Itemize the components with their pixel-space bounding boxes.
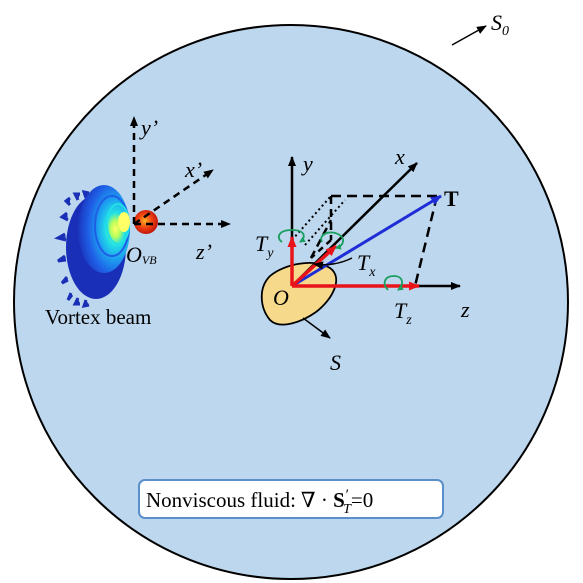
vortex-beam-label: Vortex beam [45,305,151,329]
surface-s-pointer-arrow [302,317,331,339]
x-prime-axis [133,168,214,226]
torque-T-label: T [444,186,459,211]
z-axis-label: z [460,297,470,322]
torque-y-label: Ty [255,231,274,261]
fluid-condition-text: Nonviscous fluid: ∇ · S′ T=0 [146,487,373,517]
rotation-indicators [277,229,404,291]
torque-vector-T [291,194,442,288]
particle-shape [260,262,337,326]
torque-z-label: Tz [394,298,412,328]
y-axis-label: y [301,151,313,176]
z-prime-label: z’ [195,239,212,264]
tx-pointer-arrow [313,257,353,270]
x-prime-label: x’ [184,157,202,182]
rotation-z-icon [383,275,404,291]
s0-pointer-arrow [451,25,487,46]
x-axis-label: x [394,144,405,169]
surface-S-label: S [330,350,341,375]
vortex-beam-icon [54,185,158,308]
fluid-condition-box [138,479,444,519]
rotation-x-icon [320,231,344,250]
y-prime-label: y’ [139,115,158,140]
rotation-y-icon [277,229,306,243]
o-vb-label: OVB [126,242,157,267]
s0-label: S0 [491,10,509,39]
beam-frame-axes [130,116,231,228]
torque-x-label: Tx [357,250,376,280]
projection-lines [291,194,439,287]
origin-O-label: O [273,285,289,310]
